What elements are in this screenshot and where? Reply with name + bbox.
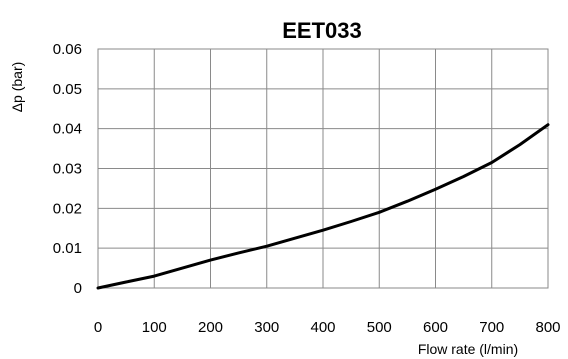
plot-area	[97, 48, 549, 289]
y-tick-label: 0.04	[53, 121, 82, 138]
series-line	[96, 123, 550, 290]
y-tick-label: 0.05	[53, 81, 82, 98]
y-axis-label: Δp (bar)	[9, 62, 25, 113]
x-tick-label: 700	[479, 319, 504, 336]
x-axis-label: Flow rate (l/min)	[418, 341, 518, 357]
y-tick-labels: 0 0.01 0.02 0.03 0.04 0.05 0.06	[53, 41, 82, 297]
series-group	[96, 123, 550, 290]
x-tick-label: 500	[367, 319, 392, 336]
x-tick-labels: 0 100 200 300 400 500 600 700 800	[94, 319, 561, 336]
x-tick-label: 400	[310, 319, 335, 336]
x-tick-label: 600	[423, 319, 448, 336]
x-tick-label: 0	[94, 319, 102, 336]
y-tick-label: 0.01	[53, 240, 82, 257]
x-tick-label: 100	[142, 319, 167, 336]
x-tick-label: 800	[535, 319, 560, 336]
y-tick-label: 0	[74, 280, 82, 297]
x-tick-label: 200	[198, 319, 223, 336]
y-tick-label: 0.02	[53, 200, 82, 217]
x-tick-label: 300	[254, 319, 279, 336]
y-tick-label: 0.03	[53, 161, 82, 178]
y-tick-label: 0.06	[53, 41, 82, 58]
chart-title: EET033	[282, 18, 362, 43]
